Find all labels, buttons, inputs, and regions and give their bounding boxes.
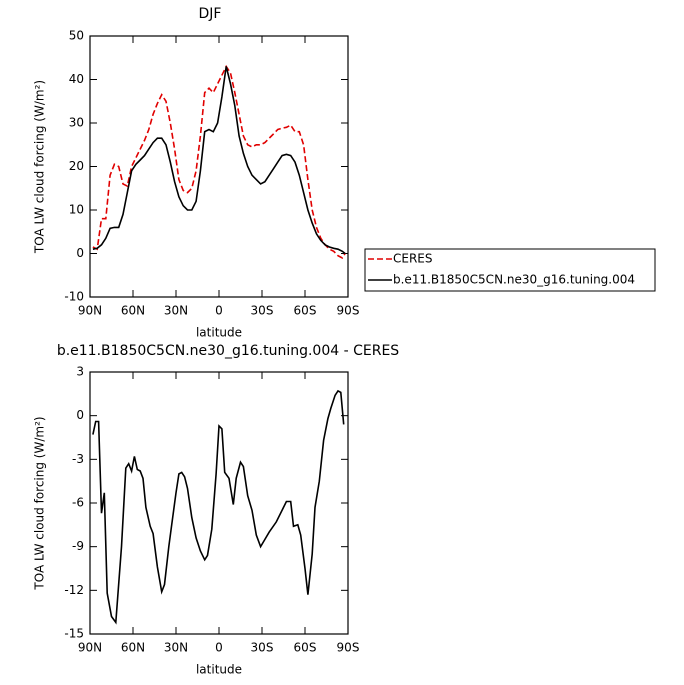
x-tick-label: 0	[215, 304, 223, 318]
x-axis-label: latitude	[196, 663, 242, 677]
x-tick-label: 0	[215, 641, 223, 655]
chart-title: b.e11.B1850C5CN.ne30_g16.tuning.004 - CE…	[57, 343, 399, 359]
y-tick-label: -15	[64, 627, 84, 641]
y-tick-label: -6	[72, 496, 84, 510]
x-tick-label: 30S	[251, 641, 274, 655]
y-tick-label: -9	[72, 539, 84, 553]
x-tick-label: 90S	[337, 304, 360, 318]
x-tick-label: 30N	[164, 641, 188, 655]
x-tick-label: 90N	[78, 304, 102, 318]
legend-label: CERES	[393, 252, 433, 266]
y-tick-label: 10	[69, 203, 84, 217]
plot-frame	[89, 371, 349, 635]
legend-box	[364, 248, 656, 292]
y-tick-label: 3	[76, 365, 84, 379]
chart-title: DJF	[199, 6, 222, 22]
x-tick-label: 60N	[121, 304, 145, 318]
y-tick-label: 0	[76, 246, 84, 260]
x-tick-label: 60N	[121, 641, 145, 655]
data-line	[92, 389, 345, 625]
plot-frame	[89, 35, 349, 298]
x-axis-label: latitude	[196, 326, 242, 340]
y-axis-label: TOA LW cloud forcing (W/m²)	[33, 80, 47, 254]
x-tick-label: 60S	[294, 641, 317, 655]
y-axis-label: TOA LW cloud forcing (W/m²)	[33, 416, 47, 590]
y-tick-label: 20	[69, 159, 84, 173]
x-tick-label: 90N	[78, 641, 102, 655]
x-tick-label: 30S	[251, 304, 274, 318]
data-line	[92, 64, 346, 259]
y-tick-label: 0	[76, 408, 84, 422]
y-tick-label: 50	[69, 29, 84, 43]
y-tick-label: -12	[64, 583, 84, 597]
y-tick-label: 30	[69, 116, 84, 130]
y-tick-label: -10	[64, 290, 84, 304]
x-tick-label: 30N	[164, 304, 188, 318]
x-tick-label: 90S	[337, 641, 360, 655]
y-tick-label: 40	[69, 72, 84, 86]
legend-label: b.e11.B1850C5CN.ne30_g16.tuning.004	[393, 273, 635, 287]
x-tick-label: 60S	[294, 304, 317, 318]
data-line	[92, 66, 346, 255]
y-tick-label: -3	[72, 452, 84, 466]
